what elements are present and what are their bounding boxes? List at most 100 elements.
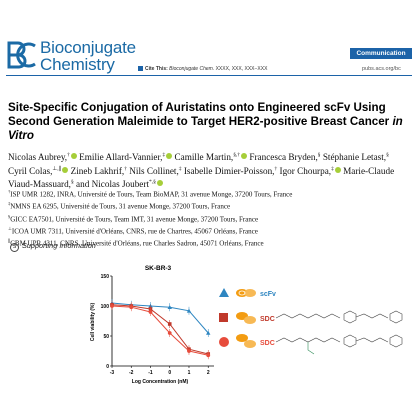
cite-journal: Bioconjugate Chem. bbox=[169, 66, 215, 72]
author-name[interactable]: Marie-Claude Viaud-Massuard,§ bbox=[8, 166, 394, 189]
legend-label-sdc-1: SDC bbox=[260, 316, 275, 323]
author-name-text: Emilie Allard-Vannier, bbox=[79, 152, 163, 163]
cite-icon bbox=[138, 66, 143, 71]
cite-line[interactable]: Cite This: Bioconjugate Chem. XXXX, XXX,… bbox=[138, 66, 267, 72]
author-affiliation-mark: ‡ bbox=[178, 165, 182, 172]
cite-label: Cite This: bbox=[145, 66, 168, 72]
data-point bbox=[110, 304, 114, 308]
antibody-fragment-icon bbox=[236, 334, 256, 348]
author-affiliation-mark: § bbox=[317, 152, 321, 158]
affiliation-mark: ∥ bbox=[8, 238, 11, 244]
affiliation-list: †ISP UMR 1282, INRA, Université de Tours… bbox=[8, 187, 410, 249]
affiliation-text: ISP UMR 1282, INRA, Université de Tours,… bbox=[10, 190, 293, 199]
affiliation-line: ‡NMNS EA 6295, Université de Tours, 31 a… bbox=[8, 199, 410, 211]
data-point bbox=[206, 330, 211, 335]
cite-ref: XXXX, XXX, XXX−XXX bbox=[215, 66, 268, 72]
author-affiliation-mark: § bbox=[70, 178, 74, 185]
orcid-icon[interactable] bbox=[241, 153, 248, 160]
author-name-text: Stéphanie Letast, bbox=[322, 152, 387, 163]
author-name[interactable]: Stéphanie Letast,§ bbox=[323, 152, 389, 162]
orcid-icon[interactable] bbox=[62, 166, 69, 173]
author-name-text: Zineb Lakhrif, bbox=[70, 165, 125, 176]
affiliation-line: ∥CBM UPR 4311, CNRS, Université d'Orléan… bbox=[8, 236, 410, 248]
author-affiliation-mark: ‡ bbox=[331, 165, 334, 172]
orcid-icon[interactable] bbox=[166, 153, 173, 160]
chart-axes: 0 50 100 150 -3 -2 -1 0 1 2 bbox=[101, 274, 214, 376]
supporting-info-label: Supporting Information bbox=[22, 241, 96, 250]
author-name[interactable]: Igor Chourpa,‡ bbox=[279, 165, 341, 176]
chart-series-group bbox=[109, 299, 211, 360]
x-tick-label: -2 bbox=[129, 370, 134, 376]
author-name-text: Igor Chourpa, bbox=[279, 165, 332, 176]
legend-label-sdc-2: SDC bbox=[260, 340, 275, 347]
y-tick-label: 150 bbox=[101, 274, 110, 280]
x-tick-label: 1 bbox=[188, 370, 191, 376]
supporting-info-icon: S bbox=[10, 243, 19, 252]
orcid-icon[interactable] bbox=[70, 153, 77, 160]
author-name-text: Nicolas Aubrey, bbox=[8, 152, 68, 163]
title-main: Site-Specific Conjugation of Auristatins… bbox=[8, 101, 390, 128]
affiliation-mark: § bbox=[8, 213, 11, 219]
author-affiliation-mark: § bbox=[386, 152, 389, 158]
affiliation-mark: ⊥ bbox=[8, 225, 12, 231]
chart-xlabel: Log Concentration (nM) bbox=[132, 379, 189, 385]
author-affiliation-mark: † bbox=[67, 152, 70, 158]
author-name[interactable]: Emilie Allard-Vannier,‡ bbox=[79, 152, 173, 163]
chart-title: SK-BR-3 bbox=[145, 265, 172, 272]
author-name[interactable]: Nils Collinet,‡ bbox=[129, 165, 182, 175]
data-point bbox=[167, 331, 172, 335]
antibody-fragment-icon bbox=[236, 312, 256, 324]
linker-drug-structure-2 bbox=[275, 334, 403, 355]
affiliation-line: §GICC EA7501, Université de Tours, Team … bbox=[8, 212, 410, 224]
data-point bbox=[129, 305, 134, 310]
affiliation-mark: † bbox=[8, 189, 11, 194]
affiliation-text: GICC EA7501, Université de Tours, Team I… bbox=[10, 214, 259, 223]
legend-marker-sdc-1 bbox=[219, 313, 228, 322]
y-tick-label: 0 bbox=[106, 364, 109, 370]
affiliation-line: †ISP UMR 1282, INRA, Université de Tours… bbox=[8, 187, 410, 199]
author-name[interactable]: Isabelle Dimier-Poisson,† bbox=[183, 165, 278, 176]
conjugate-diagrams: scFv SDC SDC bbox=[219, 288, 403, 355]
legend-marker-scfv bbox=[219, 288, 229, 297]
series-line-2 bbox=[111, 305, 209, 356]
data-point bbox=[186, 308, 192, 313]
author-name-text: Francesca Bryden, bbox=[249, 152, 318, 163]
author-name-text: and Nicolas Joubert bbox=[76, 179, 150, 189]
author-affiliation-mark: ⊥,∥ bbox=[52, 165, 62, 172]
data-point bbox=[206, 353, 211, 358]
journal-name-line2: Chemistry bbox=[40, 55, 115, 74]
affiliation-line: ⊥ICOA UMR 7311, Université d'Orléans, CN… bbox=[8, 224, 410, 236]
author-name[interactable]: Francesca Bryden,§ bbox=[249, 152, 320, 162]
author-affiliation-mark: *,§ bbox=[149, 178, 156, 185]
journal-logo-icon bbox=[7, 41, 36, 69]
data-point bbox=[167, 322, 172, 326]
orcid-icon[interactable] bbox=[156, 180, 163, 186]
author-affiliation-mark: §,† bbox=[233, 152, 241, 158]
chart-ylabel: Cell viability (%) bbox=[90, 302, 96, 341]
antibody-fragment-icon bbox=[236, 289, 256, 297]
series-line-1 bbox=[111, 304, 209, 355]
title-italic-tail: in Vitro bbox=[8, 115, 403, 142]
orcid-icon[interactable] bbox=[334, 166, 341, 173]
author-affiliation-mark: † bbox=[274, 165, 278, 172]
x-tick-label: -1 bbox=[148, 370, 153, 376]
legend-label-scfv: scFv bbox=[260, 291, 276, 298]
author-name[interactable]: Nicolas Aubrey,† bbox=[8, 152, 77, 162]
author-list: Nicolas Aubrey,† Emilie Allard-Vannier,‡… bbox=[8, 150, 410, 190]
author-name[interactable]: and Nicolas Joubert*,§ bbox=[76, 179, 163, 189]
author-name-text: Isabelle Dimier-Poisson, bbox=[183, 165, 275, 176]
article-type-badge: Communication bbox=[350, 48, 412, 59]
data-point bbox=[148, 310, 153, 314]
journal-site-link[interactable]: pubs.acs.org/bc bbox=[362, 66, 401, 72]
author-name[interactable]: Camille Martin,§,† bbox=[175, 152, 248, 162]
author-name[interactable]: Cyril Colas,⊥,∥ bbox=[8, 165, 69, 176]
y-tick-label: 50 bbox=[103, 334, 109, 340]
viability-chart: SK-BR-3 Cell viability (%) Log Concentra… bbox=[90, 265, 214, 385]
series-line-0 bbox=[111, 302, 209, 334]
author-affiliation-mark: † bbox=[124, 165, 127, 172]
author-name[interactable]: Zineb Lakhrif,† bbox=[70, 165, 127, 176]
author-affiliation-mark: ‡ bbox=[162, 152, 166, 158]
author-name-text: Camille Martin, bbox=[174, 152, 234, 163]
supporting-info-link[interactable]: S Supporting Information bbox=[10, 241, 96, 252]
data-point bbox=[187, 349, 191, 353]
